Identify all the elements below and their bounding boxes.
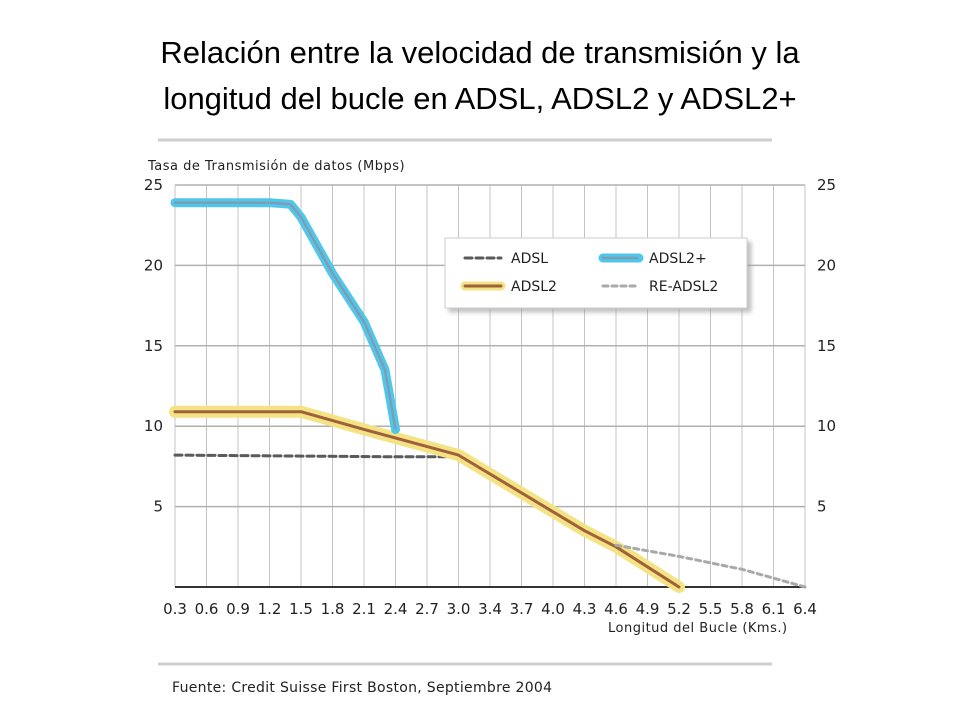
x-tick-label: 4.3 <box>573 600 597 618</box>
series-line-adsl2-overlay <box>173 410 681 589</box>
x-tick-label: 5.8 <box>730 600 754 618</box>
y-tick-label-right: 5 <box>817 498 827 516</box>
x-tick-label: 0.9 <box>226 600 250 618</box>
x-tick-label: 4.6 <box>604 600 628 618</box>
x-tick-label: 2.1 <box>352 600 376 618</box>
source-note: Fuente: Credit Suisse First Boston, Sept… <box>172 680 552 696</box>
x-tick-label: 6.1 <box>762 600 786 618</box>
legend-label-adsl2: ADSL2 <box>511 279 557 295</box>
y-ticks-right: 5 10 15 20 25 <box>817 176 836 516</box>
x-tick-label: 5.2 <box>667 600 691 618</box>
legend-label-adsl: ADSL <box>511 251 548 267</box>
y-tick-label-right: 25 <box>817 176 836 194</box>
legend: ADSL ADSL2+ ADSL2 RE-ADSL2 <box>444 237 748 309</box>
y-tick-label-right: 15 <box>817 337 836 355</box>
y-axis-title: Tasa de Transmisión de datos (Mbps) <box>147 159 405 174</box>
legend-label-adsl2-plus: ADSL2+ <box>649 251 707 267</box>
legend-box <box>444 237 748 309</box>
legend-label-re-adsl2: RE-ADSL2 <box>649 279 718 295</box>
y-tick-label-right: 10 <box>817 417 836 435</box>
y-tick-label-left: 5 <box>153 498 163 516</box>
x-tick-label: 1.2 <box>258 600 282 618</box>
y-tick-label-left: 20 <box>144 256 163 274</box>
x-tick-label: 3.7 <box>510 600 534 618</box>
y-ticks-left: 5 10 15 20 25 <box>144 176 163 516</box>
slide-title-line-1: Relación entre la velocidad de transmisi… <box>160 35 800 70</box>
x-tick-label: 1.8 <box>321 600 345 618</box>
x-tick-label: 4.0 <box>541 600 565 618</box>
x-tick-label: 1.5 <box>289 600 313 618</box>
series-line-adsl <box>173 453 460 459</box>
x-tick-label: 3.0 <box>447 600 471 618</box>
x-tick-label: 2.7 <box>415 600 439 618</box>
grid <box>174 184 806 587</box>
y-tick-label-left: 15 <box>144 337 163 355</box>
x-axis-title: Longitud del Bucle (Kms.) <box>608 621 788 636</box>
x-ticks: 0.3 0.6 0.9 1.2 1.5 1.8 2.1 2.4 2.7 3.0 3.4 3.7 4.0 4… <box>163 600 817 618</box>
series-line-re-adsl2 <box>614 543 807 589</box>
slide-title: Relación entre la velocidad de transmisi… <box>0 30 960 122</box>
y-tick-label-right: 20 <box>817 256 836 274</box>
series-line-adsl2-plus <box>170 198 400 434</box>
x-tick-label: 3.4 <box>478 600 502 618</box>
x-tick-label: 4.9 <box>636 600 660 618</box>
y-tick-label-left: 25 <box>144 176 163 194</box>
x-tick-label: 5.5 <box>699 600 723 618</box>
slide-title-line-2: longitud del bucle en ADSL, ADSL2 y ADSL… <box>163 81 797 116</box>
x-tick-label: 2.4 <box>384 600 408 618</box>
x-tick-label: 6.4 <box>793 600 817 618</box>
x-tick-label: 0.6 <box>195 600 219 618</box>
x-tick-label: 0.3 <box>163 600 187 618</box>
y-tick-label-left: 10 <box>144 417 163 435</box>
series-line-adsl2-plus-overlay <box>173 201 397 431</box>
series-layer <box>169 198 807 593</box>
